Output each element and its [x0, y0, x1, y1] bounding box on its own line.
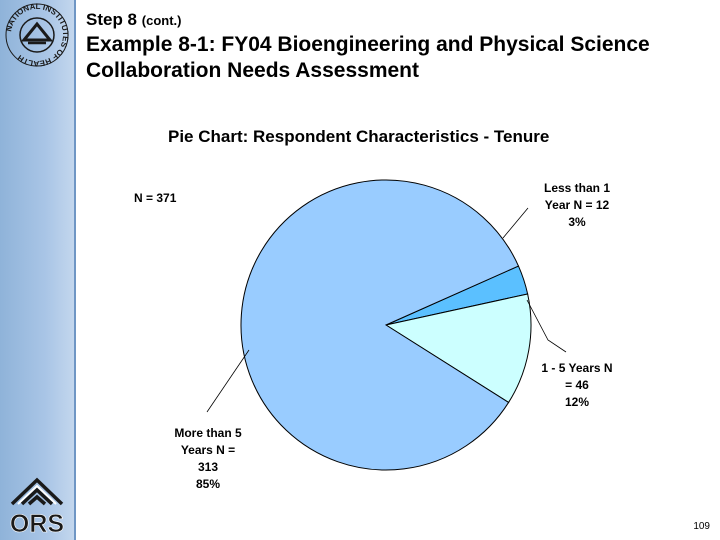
step-suffix: (cont.) — [141, 13, 182, 28]
slice-label-line: 3% — [568, 215, 586, 229]
step-heading: Step 8 (cont.) — [86, 10, 181, 30]
slice-label-line: 1 - 5 Years N — [541, 361, 613, 375]
slice-label-line: 85% — [195, 477, 221, 491]
sidebar-band — [0, 0, 76, 540]
slice-label-line: 313 — [197, 460, 219, 474]
leader-line-2 — [526, 299, 567, 353]
slice-label-line: Years N = — [180, 443, 236, 457]
slice-label-line: Year N = 12 — [544, 198, 610, 212]
ors-logo-text: ORS — [10, 510, 64, 536]
total-count-label: N = 371 — [134, 191, 177, 205]
slide-number: 109 — [693, 521, 710, 532]
slice-label-line: = 46 — [565, 378, 589, 392]
chart-title: Pie Chart: Respondent Characteristics - … — [168, 127, 550, 146]
pie-slice-3 — [240, 179, 520, 471]
leader-line-3 — [206, 349, 250, 413]
step-label: Step 8 — [86, 10, 138, 29]
pie-slice-2 — [384, 293, 532, 404]
slice-label-3: More than 5 Years N = 313 85% — [158, 425, 258, 493]
page-title: Example 8-1: FY04 Bioengineering and Phy… — [86, 33, 650, 82]
leader-line-1 — [502, 207, 529, 239]
slice-label-2: 1 - 5 Years N = 46 12% — [522, 360, 632, 411]
ors-logo: ORS — [10, 477, 64, 536]
sidebar-edge — [74, 0, 76, 540]
slice-label-1: Less than 1 Year N = 12 3% — [522, 180, 632, 231]
slice-label-line: 12% — [564, 395, 590, 409]
nih-seal-logo: NATIONAL INSTITUTES OF HEALTH — [4, 2, 70, 68]
slice-label-line: More than 5 — [174, 426, 242, 440]
slice-label-line: Less than 1 — [543, 181, 611, 195]
